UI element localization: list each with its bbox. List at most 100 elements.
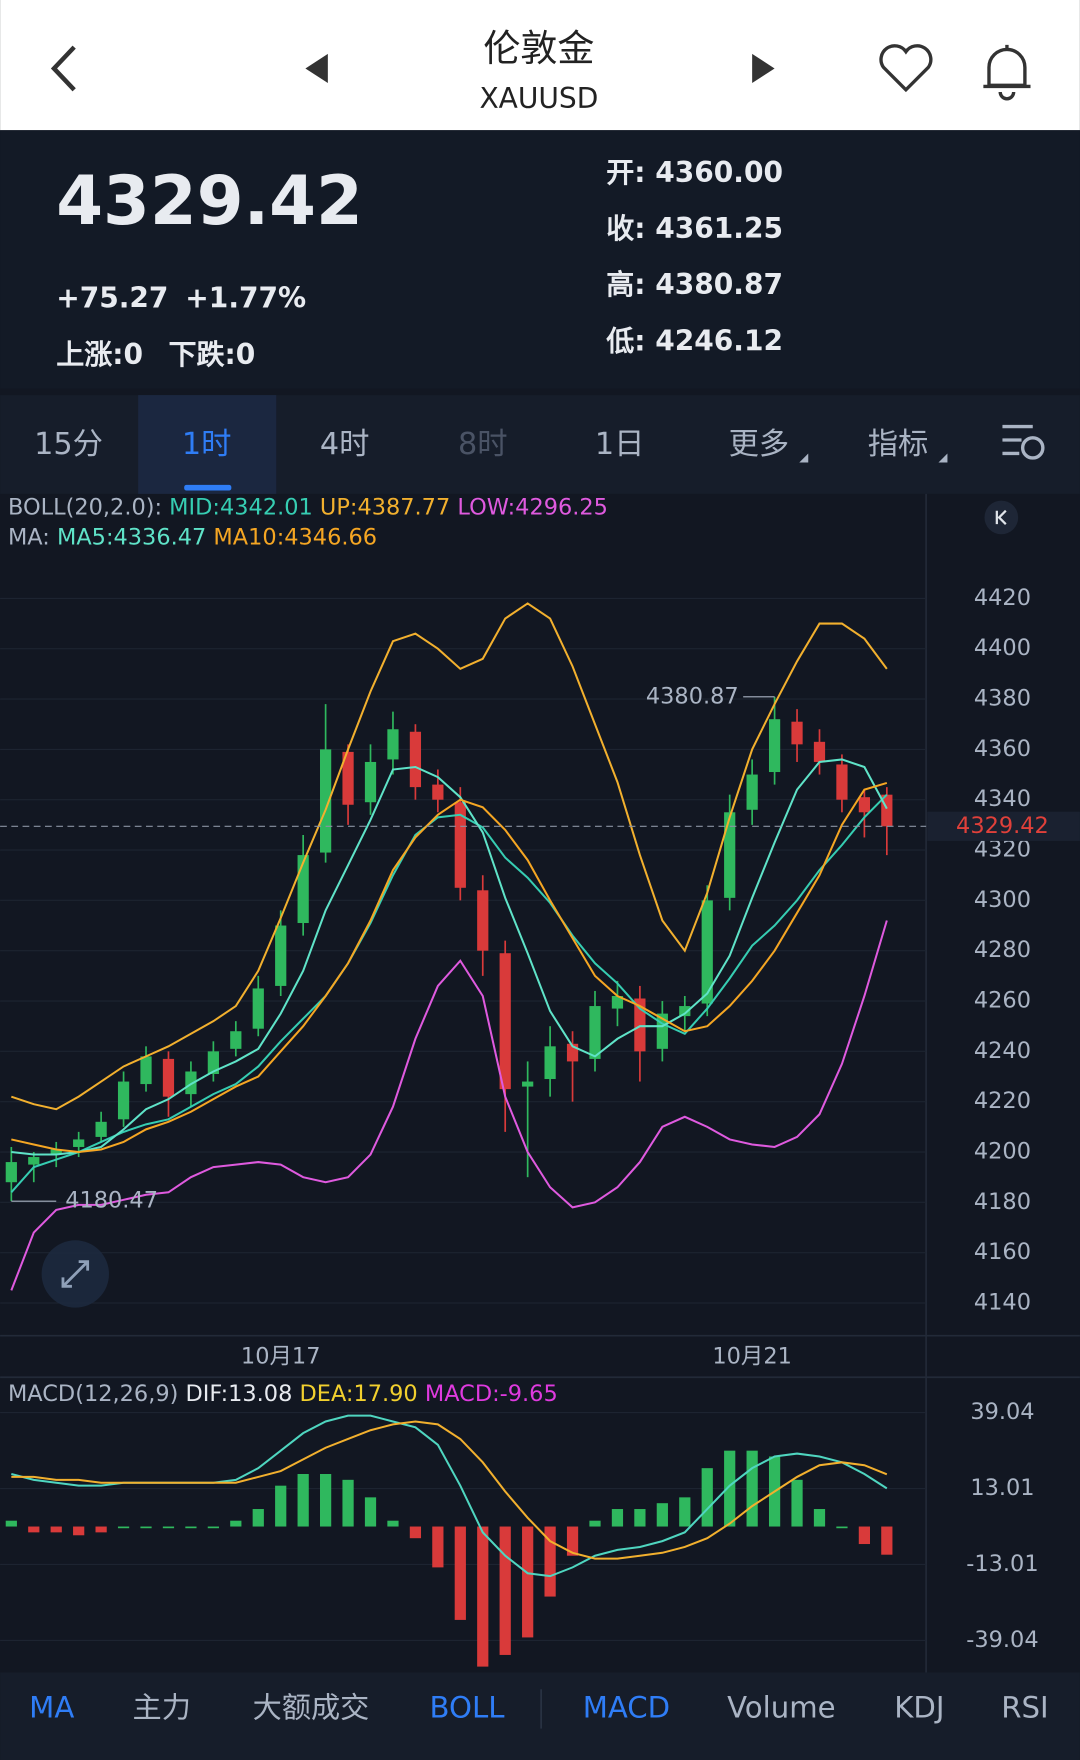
candle-body xyxy=(73,1139,85,1147)
timeframe-tab[interactable]: 15分 xyxy=(34,427,103,462)
prev-button[interactable] xyxy=(305,53,328,84)
y-tick-label: 4160 xyxy=(974,1239,1031,1265)
tab-indicator xyxy=(184,484,232,491)
y-tick-label: 4240 xyxy=(974,1038,1031,1064)
up-count: 上涨:0 xyxy=(56,338,143,371)
bottom-bar xyxy=(0,1672,1080,1760)
boll-legend: BOLL(20,2.0): MID:4342.01 UP:4387.77 LOW… xyxy=(8,494,608,520)
candle-body xyxy=(499,953,511,1090)
indicator-tab[interactable]: 大额成交 xyxy=(253,1690,370,1724)
macd-bar xyxy=(701,1468,713,1527)
y-tick-label: 4400 xyxy=(974,635,1031,661)
candle-body xyxy=(432,784,444,800)
timeframe-tab[interactable]: 指标 xyxy=(868,427,929,462)
last-price: 4329.42 xyxy=(56,161,363,240)
x-tick-label: 10月21 xyxy=(712,1344,792,1370)
header-bg xyxy=(0,0,1080,131)
indicator-line xyxy=(11,758,888,1156)
y-tick-label: 4140 xyxy=(974,1290,1031,1316)
macd-bar xyxy=(297,1474,309,1527)
alert-button[interactable] xyxy=(983,44,1031,101)
macd-bar xyxy=(230,1520,242,1527)
y-tick-label: 4300 xyxy=(974,887,1031,913)
settings-button[interactable] xyxy=(1002,424,1033,456)
low: 低: 4246.12 xyxy=(605,324,783,357)
timeframe-tab[interactable]: 更多 xyxy=(729,427,790,462)
candle-body xyxy=(297,855,309,924)
candle-body xyxy=(162,1058,175,1097)
candle-body xyxy=(836,764,848,800)
candle-body xyxy=(5,1162,17,1183)
change: +75.27 xyxy=(56,282,168,315)
candle-body xyxy=(544,1046,556,1080)
dropdown-mark xyxy=(799,453,809,463)
macd-bar xyxy=(140,1526,152,1529)
indicator-tab[interactable]: Volume xyxy=(727,1690,836,1724)
macd-bar xyxy=(611,1509,624,1527)
candle-body xyxy=(50,1149,62,1155)
candle-body xyxy=(813,741,826,762)
y-tick-label: 4280 xyxy=(974,937,1031,963)
back-button[interactable] xyxy=(50,45,76,92)
candle-body xyxy=(454,802,466,888)
macd-bar xyxy=(73,1526,85,1536)
macd-bar xyxy=(679,1497,691,1527)
indicator-tab[interactable]: 主力 xyxy=(133,1690,191,1724)
x-tick-label: 10月17 xyxy=(241,1344,321,1370)
indicator-line xyxy=(11,1420,888,1560)
y-tick-label: 4200 xyxy=(974,1139,1031,1165)
candle-body xyxy=(701,900,713,1004)
candle-body xyxy=(207,1051,219,1075)
candle-body xyxy=(589,1006,601,1059)
y-tick-label: -13.01 xyxy=(966,1551,1038,1577)
subtitle: XAUUSD xyxy=(479,82,598,115)
y-tick-label: 4180 xyxy=(974,1189,1031,1215)
macd-bar xyxy=(454,1526,466,1620)
indicator-tab[interactable]: MACD xyxy=(583,1690,670,1724)
min-label: 4180.47 xyxy=(65,1188,158,1214)
collapse-icon xyxy=(995,509,1007,525)
macd-bar xyxy=(387,1520,399,1527)
macd-bar xyxy=(724,1450,736,1527)
candle-body xyxy=(95,1121,107,1137)
macd-bar xyxy=(589,1520,601,1527)
indicator-line xyxy=(10,920,888,1291)
macd-legend: MACD(12,26,9) DIF:13.08 DEA:17.90 MACD:-… xyxy=(8,1381,558,1407)
timeframe-tab[interactable]: 1时 xyxy=(182,427,232,462)
indicator-line xyxy=(11,602,888,1111)
macd-bar xyxy=(566,1526,579,1556)
macd-bar xyxy=(634,1509,646,1527)
title: 伦敦金 xyxy=(483,27,594,70)
quote-panel xyxy=(0,130,1080,389)
timeframe-tab[interactable]: 4时 xyxy=(320,427,370,462)
candle-body xyxy=(858,797,870,813)
macd-bar xyxy=(207,1526,219,1529)
ma-legend: MA: MA5:4336.47 MA10:4346.66 xyxy=(8,524,377,550)
indicator-line xyxy=(10,793,888,1193)
y-tick-label: 4340 xyxy=(974,786,1031,812)
max-label: 4380.87 xyxy=(646,683,739,709)
indicator-tab[interactable]: KDJ xyxy=(894,1690,944,1724)
candle-body xyxy=(230,1031,242,1049)
y-tick-label: 39.04 xyxy=(970,1399,1034,1425)
macd-bar xyxy=(162,1526,175,1529)
macd-bar xyxy=(364,1497,377,1527)
favorite-button[interactable] xyxy=(879,44,933,93)
macd-bar xyxy=(117,1526,130,1529)
y-tick-label: 4420 xyxy=(974,585,1031,611)
candle-body xyxy=(522,1081,534,1087)
macd-bar xyxy=(858,1526,870,1545)
indicator-tab[interactable]: RSI xyxy=(1001,1690,1048,1724)
candle-body xyxy=(409,731,422,788)
indicator-tab[interactable]: MA xyxy=(29,1690,74,1724)
candle-body xyxy=(746,774,758,810)
timeframe-tab[interactable]: 1日 xyxy=(595,427,645,462)
timeframe-tab[interactable]: 8时 xyxy=(458,427,508,462)
indicator-tab[interactable]: BOLL xyxy=(430,1690,506,1724)
next-button[interactable] xyxy=(752,53,775,84)
macd-bar xyxy=(656,1503,668,1527)
collapse-button[interactable] xyxy=(984,500,1019,535)
candle-body xyxy=(768,719,781,773)
